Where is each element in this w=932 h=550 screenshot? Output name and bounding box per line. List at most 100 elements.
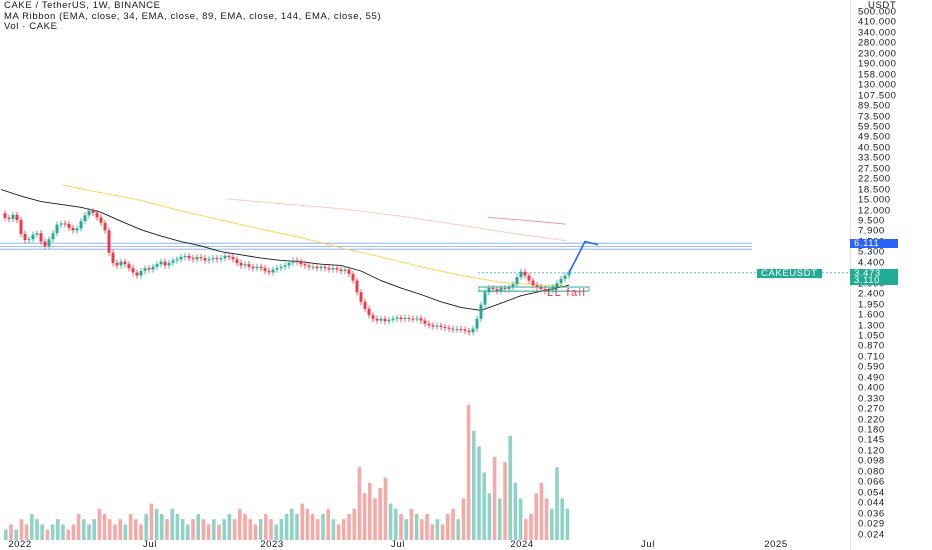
volume-bar	[373, 498, 377, 540]
candle-body	[39, 233, 43, 242]
candle-body	[543, 289, 547, 292]
candle-body	[487, 288, 491, 293]
candle-body	[107, 230, 111, 253]
candle-body	[559, 278, 563, 284]
candle-body	[379, 318, 383, 321]
candle-body	[395, 317, 399, 319]
volume-bar	[71, 524, 76, 540]
time-tick: Jul	[143, 539, 157, 550]
candle-body	[131, 268, 135, 273]
candle-body	[23, 233, 27, 240]
volume-bar	[310, 514, 315, 540]
candle-body	[459, 329, 463, 331]
volume-bar	[24, 524, 29, 540]
price-tick: 7.900	[858, 225, 885, 237]
candle-body	[239, 262, 243, 266]
candle-body	[55, 224, 59, 234]
price-tick: 158.000	[858, 69, 897, 81]
candle-body	[219, 258, 223, 260]
volume-bar	[180, 519, 185, 540]
candle-body	[535, 285, 539, 288]
candle-body	[223, 255, 227, 259]
candle-body	[291, 260, 295, 263]
candle-body	[259, 266, 263, 269]
candle-body	[515, 277, 519, 285]
volume-bar	[87, 524, 91, 540]
candle-body	[159, 261, 163, 265]
volume-bar	[258, 519, 263, 540]
price-tick: 59.500	[858, 121, 891, 133]
volume-bar	[534, 493, 538, 540]
price-tick: 340.000	[858, 27, 897, 39]
volume-bar	[492, 456, 497, 540]
volume-bar	[508, 436, 512, 540]
candle-body	[211, 258, 215, 260]
volume-bar	[279, 519, 284, 540]
candle-body	[51, 233, 55, 240]
projection-arrow	[568, 240, 599, 274]
candle-body	[11, 214, 15, 219]
candle-body	[375, 318, 379, 321]
volume-bar	[482, 472, 486, 540]
volume-bar	[274, 524, 278, 540]
candle-body	[439, 325, 443, 327]
volume-bar	[9, 524, 13, 540]
price-tick: 0.870	[858, 340, 885, 352]
price-tick: 0.180	[858, 424, 885, 436]
candle-body	[359, 292, 363, 302]
volume-bar	[97, 508, 102, 540]
candle-body	[491, 288, 495, 290]
volume-bar	[555, 467, 559, 540]
volume-bar	[430, 524, 434, 540]
candle-body	[79, 221, 83, 229]
volume-bar	[14, 529, 18, 540]
price-tick: 0.330	[858, 393, 885, 405]
candle-body	[255, 266, 259, 269]
volume-bar	[45, 529, 50, 540]
candle-body	[399, 317, 403, 320]
price-tick: 0.120	[858, 445, 885, 457]
volume-bar	[76, 514, 81, 540]
volume-bar	[357, 467, 362, 540]
candle-body	[479, 304, 483, 319]
price-tick: 500.000	[858, 6, 897, 18]
candle-body	[175, 259, 179, 261]
price-tick: 190.000	[858, 58, 897, 70]
candle-body	[123, 261, 127, 265]
volume-bar	[466, 404, 471, 540]
volume-bar	[264, 514, 268, 540]
price-tick: 2.400	[858, 288, 885, 300]
volume-bar	[212, 519, 216, 540]
volume-bar	[56, 519, 60, 540]
volume-bar	[108, 519, 112, 540]
volume-bar	[134, 519, 138, 540]
volume-bar	[331, 519, 336, 540]
candle-body	[263, 268, 267, 271]
candle-body	[427, 323, 431, 326]
candle-body	[3, 213, 7, 218]
candle-body	[519, 271, 523, 278]
volume-bar	[503, 462, 507, 540]
candle-body	[343, 269, 347, 271]
volume-bar	[196, 514, 200, 540]
volume-bar	[165, 519, 169, 540]
price-tick: 15.000	[858, 194, 891, 206]
candle-body	[539, 287, 543, 290]
candle-body	[91, 210, 95, 213]
candle-body	[163, 261, 167, 266]
volume-bar	[524, 519, 528, 540]
price-tick: 107.500	[858, 90, 897, 102]
volume-bar	[472, 430, 476, 540]
candle-body	[407, 317, 411, 319]
legend-volume: Vol · CAKE	[4, 21, 58, 32]
volume-bar	[201, 519, 206, 540]
price-tick: 230.000	[858, 48, 897, 60]
volume-bar	[435, 519, 440, 540]
volume-bar	[118, 519, 122, 540]
volume-bar	[66, 529, 70, 540]
volume-bar	[342, 519, 346, 540]
candle-body	[119, 261, 123, 266]
candle-body	[415, 318, 419, 320]
candle-body	[447, 327, 451, 329]
